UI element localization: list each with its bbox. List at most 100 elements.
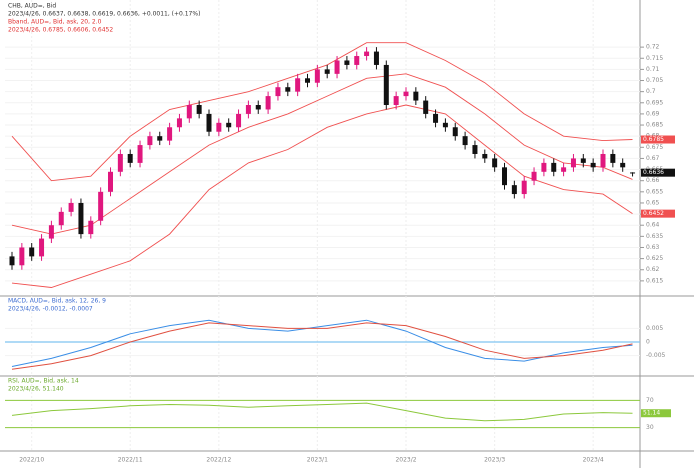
candle-body — [147, 136, 153, 146]
candle-body — [186, 105, 192, 119]
y-tick-label: -0.005 — [646, 352, 666, 359]
candle-body — [255, 105, 261, 110]
macd-subtitle: 2023/4/26, -0.0012, -0.0007 — [8, 306, 93, 313]
candle-body — [393, 96, 399, 106]
candle-body — [236, 113, 242, 128]
candle-body — [383, 64, 389, 106]
candle-body — [88, 220, 94, 235]
x-tick-label: 2022/11 — [118, 457, 143, 464]
y-tick-label: 0.635 — [646, 233, 663, 240]
x-tick-label: 2023/3 — [484, 457, 505, 464]
candle-body — [364, 51, 370, 57]
candle-body — [403, 91, 409, 97]
candle-body — [295, 78, 301, 92]
candle-body — [570, 158, 576, 168]
y-tick-label: 0.62 — [646, 266, 660, 273]
y-tick-label: 0.625 — [646, 255, 663, 262]
candle-body — [68, 202, 74, 212]
x-tick-label: 2023/2 — [395, 457, 416, 464]
candle-body — [482, 153, 488, 159]
candle-body — [157, 136, 163, 141]
y-tick-label: 0.715 — [646, 55, 663, 62]
candle-body — [373, 51, 379, 65]
candle-body — [98, 191, 104, 221]
candle-body — [580, 158, 586, 163]
last-price-label: 0.6636 — [643, 169, 664, 176]
y-tick-label: 0.63 — [646, 244, 660, 251]
y-tick-label: 0.7 — [646, 88, 656, 95]
x-tick-label: 2023/4 — [583, 457, 604, 464]
candle-body — [305, 78, 310, 83]
y-tick-label: 0.66 — [646, 177, 660, 184]
upper-band-box — [641, 135, 675, 144]
candle-body — [620, 162, 626, 168]
candle-body — [442, 122, 448, 128]
bands-subtitle: 2023/4/26, 0.6785, 0.6606, 0.6452 — [8, 27, 113, 34]
y-tick-label: 30 — [646, 424, 654, 431]
candle-body — [314, 69, 320, 83]
candle-body — [58, 211, 64, 226]
candle-body — [226, 122, 232, 128]
y-tick-label: 0.695 — [646, 99, 663, 106]
y-tick-label: 0.64 — [646, 222, 660, 229]
rsi-value-box — [641, 409, 671, 418]
macd-title: MACD, AUD=, Bid, ask, 12, 26, 9 — [8, 298, 106, 305]
rsi-title: RSI, AUD=, Bid, ask, 14 — [8, 378, 79, 385]
candle-body — [502, 167, 507, 186]
candle-body — [472, 145, 478, 154]
candle-body — [541, 162, 547, 172]
candle-body — [108, 171, 113, 192]
candle-body — [590, 162, 596, 168]
candle-body — [531, 171, 537, 181]
y-tick-label: 0.65 — [646, 199, 660, 206]
candle-body — [334, 60, 340, 74]
candle-body — [78, 202, 84, 235]
candle-body — [19, 247, 25, 266]
candle-body — [137, 145, 143, 163]
candle-body — [551, 162, 557, 172]
candle-body — [48, 225, 54, 239]
y-tick-label: 70 — [646, 397, 654, 404]
y-tick-label: 0.675 — [646, 144, 663, 151]
chart-subtitle: 2023/4/26, 0.6637, 0.6638, 0.6619, 0.663… — [8, 11, 200, 18]
candle-body — [413, 91, 419, 101]
candle-body — [275, 87, 281, 97]
candle-body — [452, 127, 458, 137]
candle-body — [285, 87, 291, 92]
y-tick-label: 0.69 — [646, 110, 660, 117]
candle-body — [39, 238, 45, 257]
x-tick-label: 2023/1 — [307, 457, 328, 464]
bands-title: Bband, AUD=, Bid, ask, 20, 2.0 — [8, 19, 102, 26]
y-tick-label: 0.71 — [646, 66, 660, 73]
lower-band-label: 0.6452 — [643, 210, 664, 217]
x-tick-label: 2022/10 — [19, 457, 44, 464]
macd-line — [11, 319, 633, 367]
candle-body — [354, 56, 360, 65]
candle-body — [245, 105, 251, 114]
candle-body — [176, 118, 182, 128]
candle-body — [196, 105, 202, 114]
candle-body — [433, 113, 439, 123]
y-tick-label: 0.615 — [646, 277, 663, 284]
lower-band-box — [641, 209, 675, 218]
bollinger-lower — [11, 104, 633, 288]
candle-body — [29, 247, 35, 257]
y-tick-label: 0.67 — [646, 155, 660, 162]
y-tick-label: 0.72 — [646, 44, 660, 51]
candle-body — [423, 100, 429, 114]
candle-body — [127, 153, 133, 163]
macd-line — [11, 322, 633, 370]
candle-body — [630, 172, 636, 174]
y-tick-label: 0.655 — [646, 188, 663, 195]
candle-body — [462, 136, 468, 146]
candle-body — [492, 158, 498, 168]
candle-body — [344, 60, 350, 65]
candle-body — [610, 153, 616, 163]
candle-body — [521, 180, 527, 195]
upper-band-label: 0.6785 — [643, 136, 664, 143]
y-tick-label: 0.685 — [646, 122, 663, 129]
candle-body — [561, 167, 567, 172]
candle-body — [324, 69, 330, 74]
